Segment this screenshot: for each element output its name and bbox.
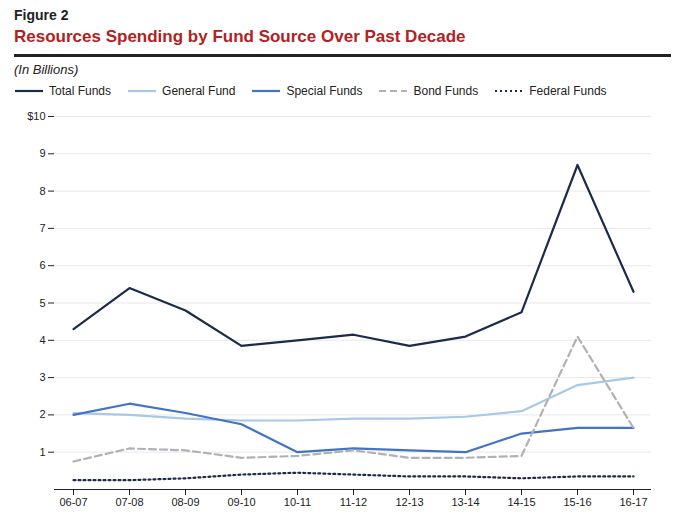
svg-text:12-13: 12-13: [395, 496, 423, 508]
svg-text:06-07: 06-07: [59, 496, 87, 508]
svg-text:7: 7: [39, 222, 45, 234]
svg-text:3: 3: [39, 371, 45, 383]
svg-text:1: 1: [39, 446, 45, 458]
html-text:Bond Funds: Bond Funds: [413, 84, 479, 98]
html-text:Figure 2: Figure 2: [14, 7, 69, 23]
svg-text:2: 2: [39, 408, 45, 420]
svg-text:09-10: 09-10: [227, 496, 255, 508]
html-text:(In Billions): (In Billions): [14, 62, 79, 77]
svg-text:16-17: 16-17: [619, 496, 647, 508]
svg-text:6: 6: [39, 259, 45, 271]
svg-text:07-08: 07-08: [115, 496, 143, 508]
svg-text:$10: $10: [27, 110, 45, 122]
svg-text:5: 5: [39, 297, 45, 309]
svg-text:4: 4: [39, 334, 45, 346]
html-text:Resources Spending by Fund Sou: Resources Spending by Fund Source Over P…: [14, 27, 466, 46]
svg-text:08-09: 08-09: [171, 496, 199, 508]
svg-text:13-14: 13-14: [451, 496, 479, 508]
html-text:Federal Funds: Federal Funds: [529, 84, 607, 98]
svg-text:8: 8: [39, 185, 45, 197]
svg-text:10-11: 10-11: [284, 496, 311, 508]
svg-text:11-12: 11-12: [340, 496, 367, 508]
html-text:General Fund: General Fund: [162, 84, 236, 98]
html-text:Total Funds: Total Funds: [49, 84, 111, 98]
svg-text:15-16: 15-16: [563, 496, 591, 508]
svg-text:9: 9: [39, 147, 45, 159]
svg-text:14-15: 14-15: [507, 496, 535, 508]
html-text:Special Funds: Special Funds: [286, 84, 363, 98]
